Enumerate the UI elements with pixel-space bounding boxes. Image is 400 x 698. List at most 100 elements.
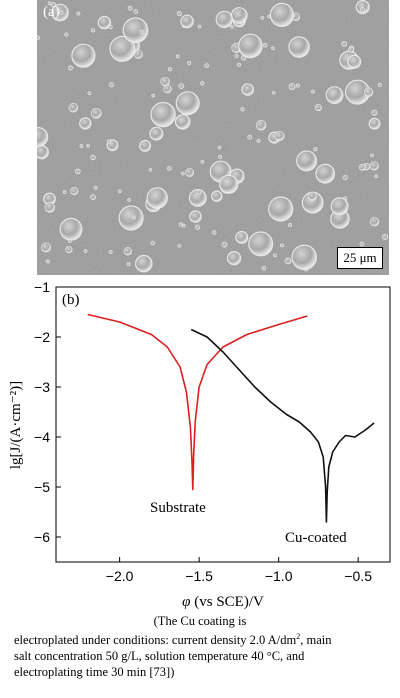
surface-nodule [117, 189, 122, 194]
surface-nodule [90, 194, 96, 201]
y-tick-label: −5 [34, 479, 50, 495]
surface-nodule [211, 230, 217, 235]
surface-nodule [90, 107, 102, 119]
scale-bar: 25 μm [337, 247, 383, 269]
surface-nodules [37, 0, 389, 273]
surface-nodule [261, 265, 267, 271]
surface-nodule [175, 91, 200, 116]
surface-nodule [188, 188, 207, 207]
surface-nodule [325, 86, 344, 104]
surface-nodule [369, 216, 380, 227]
surface-nodule [146, 187, 168, 209]
surface-nodule [181, 223, 186, 228]
surface-nodule [135, 254, 153, 273]
surface-nodule [381, 233, 389, 240]
surface-nodule [133, 9, 139, 14]
surface-nodule [76, 11, 81, 16]
y-tick-label: −2 [34, 329, 50, 345]
surface-nodule [236, 62, 242, 67]
surface-nodule [180, 171, 185, 176]
substrate-annotation: Substrate [150, 500, 206, 516]
surface-nodule [194, 224, 201, 230]
x-tick-label: −1.0 [265, 568, 293, 584]
surface-nodule [86, 143, 90, 148]
surface-nodule [341, 40, 348, 47]
surface-nodule [295, 83, 300, 88]
caption-line-2: electroplated under conditions: current … [0, 629, 400, 648]
sem-texture [37, 0, 389, 275]
panel-b-label: (b) [62, 292, 80, 308]
surface-nodule [196, 189, 202, 195]
surface-nodule [248, 231, 274, 257]
surface-nodule [187, 61, 192, 65]
cu-coated-annotation: Cu-coated [285, 530, 347, 546]
surface-nodule [37, 35, 41, 40]
chart-svg: −2.0 −1.5 −1.0 −0.5 −1 −2 −3 −4 −5 −6 (b) Substra… [8, 280, 391, 610]
surface-nodule [368, 117, 381, 130]
surface-nodule [74, 168, 81, 175]
surface-nodule [93, 185, 98, 190]
surface-nodule [314, 104, 322, 112]
surface-nodule [359, 7, 366, 13]
surface-nodule [255, 120, 267, 131]
surface-nodule [45, 259, 50, 264]
surface-nodule [226, 251, 242, 266]
x-axis-title: φ (vs SCE)/V [182, 594, 264, 610]
surface-nodule [271, 90, 276, 95]
surface-nodule [90, 154, 96, 161]
surface-nodule [176, 11, 182, 17]
surface-nodule [267, 14, 271, 19]
surface-nodule [358, 163, 366, 171]
surface-nodule [262, 42, 268, 48]
surface-nodule [180, 14, 194, 29]
surface-nodule [108, 81, 114, 88]
surface-nodule [185, 168, 195, 177]
surface-nodule [139, 139, 152, 152]
surface-nodule [218, 154, 223, 159]
caption-line-2b: , main [300, 633, 332, 648]
caption-line-3: salt concentration 50 g/L, solution temp… [14, 649, 305, 664]
surface-nodule [269, 2, 294, 27]
surface-nodule [126, 262, 131, 267]
surface-nodule [47, 1, 52, 6]
surface-nodule [68, 65, 73, 71]
series-line-cu-coated [190, 328, 375, 523]
surface-nodule [219, 174, 239, 194]
surface-nodule [167, 67, 172, 72]
surface-nodule [288, 36, 310, 58]
surface-nodule [127, 5, 133, 11]
surface-nodule [123, 247, 132, 256]
surface-nodule [288, 223, 293, 227]
surface-nodule [148, 167, 153, 172]
surface-nodule [166, 166, 172, 171]
surface-nodule [247, 134, 253, 140]
surface-nodule [342, 174, 348, 181]
surface-nodule [374, 174, 379, 179]
series-line-substrate [87, 313, 308, 491]
surface-nodule [200, 81, 205, 86]
surface-nodule [97, 15, 112, 30]
surface-nodule [150, 240, 156, 246]
surface-nodule [132, 215, 136, 220]
surface-nodule [288, 83, 296, 90]
surface-nodule [70, 187, 79, 196]
caption-line-1: (The Cu coating is [153, 614, 247, 628]
surface-nodule [241, 83, 254, 96]
surface-nodule [87, 91, 92, 96]
surface-nodule [127, 198, 131, 202]
y-tick-label: −6 [34, 529, 50, 545]
surface-nodule [284, 257, 292, 265]
surface-nodule [315, 163, 336, 184]
surface-nodule [174, 114, 191, 130]
surface-nodule [118, 205, 144, 231]
x-tick-label: −2.0 [106, 568, 134, 584]
surface-nodule [274, 130, 285, 141]
polarization-chart: −2.0 −1.5 −1.0 −0.5 −1 −2 −3 −4 −5 −6 (b) Substra… [0, 280, 400, 610]
surface-nodule [307, 191, 317, 201]
surface-nodule [71, 43, 96, 68]
surface-nodule [271, 46, 275, 51]
caption-line-2a: electroplated under conditions: current … [14, 633, 297, 648]
surface-nodule [369, 161, 379, 171]
caption-line-4: electroplating time 30 min [73]) [14, 665, 175, 680]
surface-nodule [59, 10, 64, 16]
